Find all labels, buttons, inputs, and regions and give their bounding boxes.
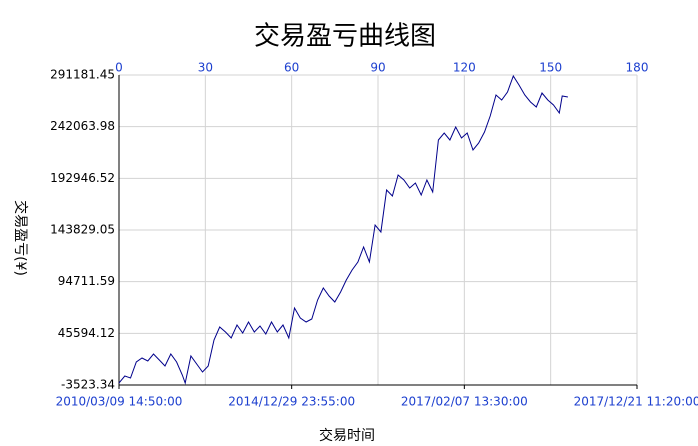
y-tick-label: 291181.45	[50, 68, 115, 82]
y-tick-label: 94711.59	[58, 274, 115, 288]
data-line	[118, 74, 568, 385]
x-tick-label: 120	[453, 61, 476, 75]
date-tick-label: 2010/03/09 14:50:00	[56, 395, 183, 409]
x-tick-label: 30	[198, 61, 213, 75]
date-tick-label: 2017/02/07 13:30:00	[401, 395, 528, 409]
y-tick-label: 242063.98	[50, 119, 115, 133]
x-tick-label: 150	[539, 61, 562, 75]
x-tick-label: 180	[626, 61, 649, 75]
x-tick-label: 0	[115, 61, 123, 75]
y-tick-label: 45594.12	[58, 326, 115, 340]
y-tick-label: -3523.34	[61, 378, 115, 392]
x-tick-label: 60	[284, 61, 299, 75]
x-tick-label: 90	[370, 61, 385, 75]
y-tick-label: 143829.05	[50, 223, 115, 237]
y-axis-label: 交易盈亏(¥)	[12, 200, 29, 276]
chart-title: 交易盈亏曲线图	[254, 22, 436, 52]
x-axis-label: 交易时间	[319, 427, 375, 444]
date-tick-label: 2014/12/29 23:55:00	[228, 395, 355, 409]
date-tick-label: 2017/12/21 11:20:00	[574, 395, 698, 409]
y-tick-label: 192946.52	[50, 171, 115, 185]
